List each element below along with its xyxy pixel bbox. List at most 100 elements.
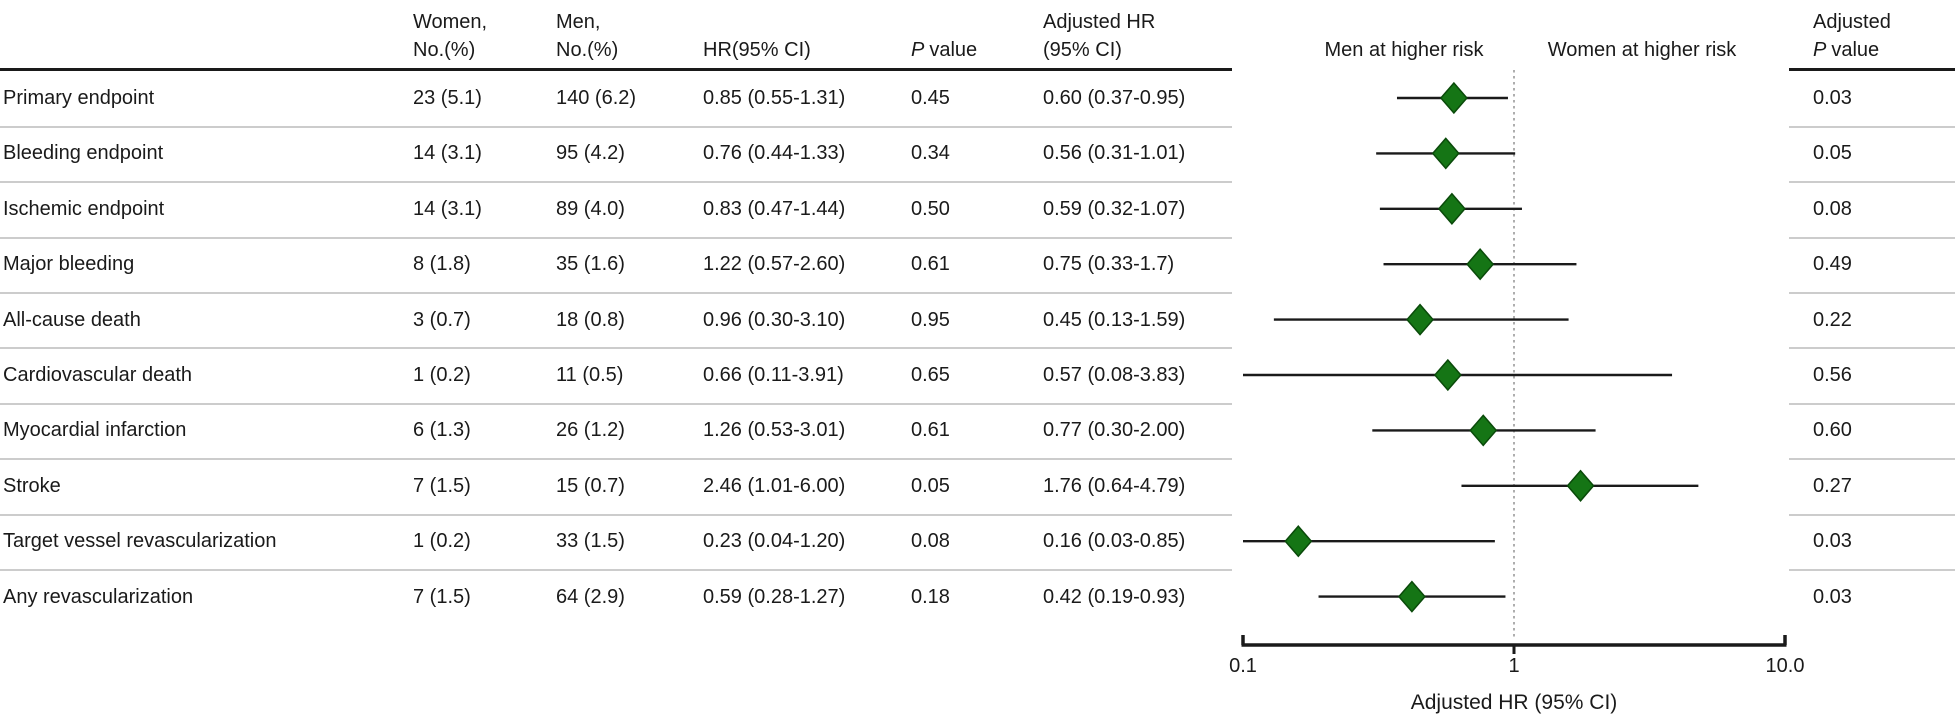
adjusted-p-value: 0.03 (1813, 87, 1852, 109)
adjusted-p-value: 0.22 (1813, 308, 1852, 331)
adjusted-hr-ci-value: 1.76 (0.64-4.79) (1043, 474, 1186, 497)
row-separator (1789, 181, 1955, 184)
women-value: 7 (1.5) (413, 474, 471, 497)
p-value: 0.50 (911, 197, 950, 220)
region-label-women-higher-risk: Women at higher risk (1547, 39, 1737, 61)
hr-diamond (1466, 248, 1495, 281)
endpoint-label: Cardiovascular death (3, 364, 192, 386)
row-separator (1789, 347, 1955, 350)
row-separator (0, 181, 1232, 184)
col-header-women: Women, No.(%) (413, 8, 487, 64)
p-value: 0.61 (911, 253, 950, 276)
row-separator (0, 347, 1232, 350)
row-separator (1789, 458, 1955, 461)
row-separator (0, 125, 1232, 128)
col-header-adjusted-hr-line2: (95% CI) (1043, 39, 1122, 61)
row-separator (1789, 291, 1955, 294)
adjusted-p-value: 0.08 (1813, 197, 1852, 220)
women-value: 23 (5.1) (413, 87, 482, 109)
hr-diamond (1431, 137, 1460, 170)
adjusted-p-value: 0.03 (1813, 585, 1852, 608)
adjusted-hr-ci-value: 0.60 (0.37-0.95) (1043, 87, 1186, 109)
endpoint-label: Ischemic endpoint (3, 197, 165, 220)
row-separator (1789, 513, 1955, 516)
row-separator (0, 236, 1232, 239)
hr-ci-value: 0.76 (0.44-1.33) (703, 142, 846, 165)
row-separator (0, 568, 1232, 571)
hr-diamond (1397, 580, 1426, 613)
region-label-men-higher-risk: Men at higher risk (1324, 39, 1484, 61)
hr-ci-value: 0.66 (0.11-3.91) (703, 364, 844, 386)
p-value: 0.95 (911, 308, 950, 331)
endpoint-label: Stroke (3, 474, 61, 497)
p-value: 0.08 (911, 530, 950, 553)
x-axis-tick-label: 1 (1508, 655, 1520, 677)
endpoint-label: Primary endpoint (3, 87, 155, 109)
hr-ci-value: 0.23 (0.04-1.20) (703, 530, 846, 553)
hr-ci-value: 1.26 (0.53-3.01) (703, 419, 846, 442)
endpoint-label: All-cause death (3, 308, 141, 331)
hr-ci-value: 0.83 (0.47-1.44) (703, 197, 846, 220)
adjusted-hr-ci-value: 0.77 (0.30-2.00) (1043, 419, 1186, 442)
adjusted-p-value: 0.03 (1813, 530, 1852, 553)
col-header-men: Men, No.(%) (556, 8, 618, 64)
adjusted-hr-ci-value: 0.45 (0.13-1.59) (1043, 308, 1186, 331)
row-separator (0, 402, 1232, 405)
p-value: 0.61 (911, 419, 950, 442)
adjusted-hr-ci-value: 0.59 (0.32-1.07) (1043, 197, 1186, 220)
men-value: 26 (1.2) (556, 419, 625, 442)
endpoint-label: Myocardial infarction (3, 419, 187, 442)
adjusted-p-value: 0.05 (1813, 142, 1852, 165)
men-value: 89 (4.0) (556, 197, 625, 220)
p-value: 0.45 (911, 87, 950, 109)
x-axis-tick-label: 0.1 (1229, 655, 1257, 677)
p-value: 0.05 (911, 474, 950, 497)
men-value: 95 (4.2) (556, 142, 625, 165)
hr-ci-value: 0.59 (0.28-1.27) (703, 585, 846, 608)
col-header-adjusted-hr-line1: Adjusted HR (1043, 11, 1156, 33)
women-value: 6 (1.3) (413, 419, 471, 442)
women-value: 8 (1.8) (413, 253, 471, 276)
row-separator (0, 291, 1232, 294)
row-separator (1789, 236, 1955, 239)
p-value: 0.18 (911, 585, 950, 608)
women-value: 14 (3.1) (413, 142, 482, 165)
x-axis-tick-label: 10.0 (1765, 655, 1805, 677)
col-header-adjusted-hr: Adjusted HR (95% CI) (1043, 8, 1155, 64)
hr-ci-value: 0.85 (0.55-1.31) (703, 87, 846, 109)
hr-diamond (1433, 358, 1462, 392)
col-header-adjusted-p-line1: Adjusted (1813, 11, 1891, 33)
women-value: 7 (1.5) (413, 585, 471, 608)
hr-ci-value: 0.96 (0.30-3.10) (703, 308, 846, 331)
adjusted-hr-ci-value: 0.57 (0.08-3.83) (1043, 364, 1186, 386)
men-value: 33 (1.5) (556, 530, 625, 553)
row-separator (0, 458, 1232, 461)
col-header-men-line2: No.(%) (556, 39, 619, 61)
women-value: 3 (0.7) (413, 308, 471, 331)
hr-diamond (1469, 414, 1498, 447)
col-header-women-line1: Women, (413, 11, 488, 33)
row-separator (0, 513, 1232, 516)
hr-ci-value: 2.46 (1.01-6.00) (703, 474, 846, 497)
adjusted-p-value: 0.49 (1813, 253, 1852, 276)
adjusted-p-value: 0.60 (1813, 419, 1852, 442)
women-value: 1 (0.2) (413, 364, 471, 386)
col-header-men-line1: Men, (556, 11, 601, 33)
endpoint-label: Target vessel revascularization (3, 530, 277, 553)
col-header-women-line2: No.(%) (413, 39, 476, 61)
men-value: 18 (0.8) (556, 308, 625, 331)
adjusted-p-italic-p: P (1813, 39, 1827, 61)
adjusted-p-header-rule (1789, 68, 1955, 71)
hr-ci-value: 1.22 (0.57-2.60) (703, 253, 846, 276)
endpoint-label: Bleeding endpoint (3, 142, 164, 165)
hr-diamond (1566, 469, 1595, 502)
adjusted-p-value: 0.27 (1813, 474, 1852, 497)
table-header-rule (0, 68, 1232, 71)
endpoint-label: Any revascularization (3, 585, 194, 608)
men-value: 15 (0.7) (556, 474, 625, 497)
hr-diamond (1439, 81, 1468, 115)
p-value-italic-p: P (911, 39, 925, 61)
